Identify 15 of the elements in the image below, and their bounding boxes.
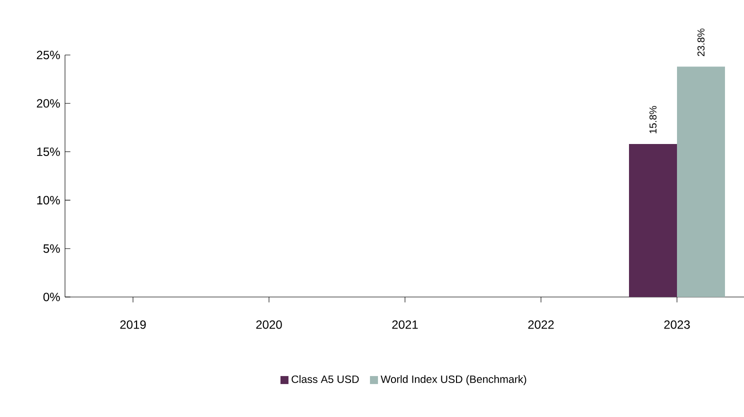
x-tick-label: 2022: [528, 320, 554, 329]
y-tick-label: 25%: [36, 50, 60, 60]
y-tick-label: 10%: [37, 196, 60, 204]
x-tick-label: 2023: [664, 320, 690, 329]
y-tick-label: 0%: [43, 292, 60, 302]
x-tick-label: 2021: [392, 320, 418, 329]
data-label: 15.8%: [649, 106, 657, 134]
y-tick-label: 5%: [43, 244, 60, 253]
legend-label: Class A5 USD: [292, 375, 359, 384]
y-tick-label: 20%: [36, 99, 60, 108]
data-label: 23.8%: [697, 28, 705, 56]
legend-label: World Index USD (Benchmark): [380, 375, 526, 386]
x-tick-label: 2020: [256, 320, 282, 329]
x-tick-label: 2019: [120, 320, 146, 329]
y-tick-label: 15%: [37, 148, 60, 156]
